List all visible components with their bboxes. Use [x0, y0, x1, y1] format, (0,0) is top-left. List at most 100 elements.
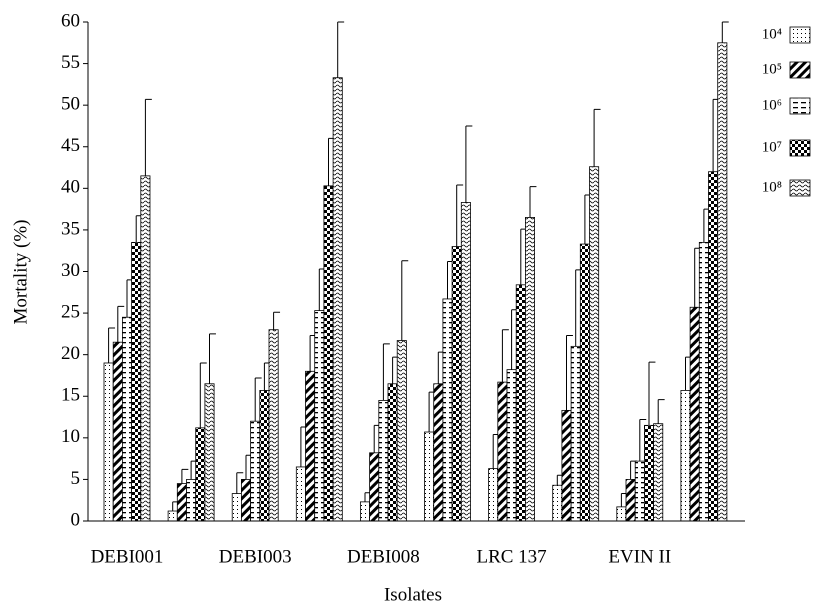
error-bar	[456, 184, 464, 247]
bar	[131, 241, 142, 522]
bar	[103, 362, 114, 522]
y-tick-label: 25	[61, 301, 80, 322]
error-bar	[337, 21, 345, 78]
x-tick-label: DEBI008	[347, 546, 420, 567]
y-tick-label: 55	[61, 52, 80, 73]
bar	[176, 483, 187, 522]
bar	[698, 241, 709, 522]
legend-label: 10⁷	[762, 139, 782, 155]
bar	[717, 42, 728, 522]
legend-swatch	[789, 61, 811, 79]
error-bar	[401, 260, 409, 341]
bar	[634, 460, 645, 522]
bar	[140, 175, 151, 522]
y-tick-label: 40	[61, 177, 80, 198]
bar	[625, 479, 636, 522]
error-bar	[254, 377, 262, 422]
bar	[680, 390, 691, 522]
y-tick-label: 5	[71, 468, 81, 489]
bar	[387, 383, 398, 522]
bar	[515, 284, 526, 522]
bar	[204, 383, 215, 522]
x-tick-label: EVIN II	[608, 546, 671, 567]
error-bar	[181, 468, 189, 484]
y-tick-label: 30	[61, 260, 80, 281]
legend-label: 10⁴	[762, 26, 782, 42]
error-bar	[566, 335, 573, 411]
bar	[451, 246, 462, 522]
bar	[378, 400, 389, 522]
x-tick-label: DEBI003	[219, 546, 292, 567]
bar	[314, 310, 325, 522]
bar	[644, 424, 655, 522]
bar	[112, 341, 123, 522]
bar	[579, 243, 590, 522]
y-tick-label: 45	[61, 135, 80, 156]
bar	[295, 466, 306, 522]
y-axis-title: Mortality (%)	[10, 219, 31, 324]
error-bar	[593, 108, 601, 167]
x-tick-label: LRC 137	[476, 546, 546, 567]
error-bar	[108, 327, 116, 363]
bar	[561, 409, 572, 522]
bar	[424, 431, 435, 522]
error-bar	[529, 186, 537, 218]
legend-swatch	[789, 139, 811, 157]
legend-swatch	[789, 26, 811, 44]
legend-swatch	[789, 179, 811, 197]
error-bar	[382, 343, 390, 401]
legend-swatch	[789, 97, 811, 115]
bar	[442, 298, 453, 522]
y-tick-label: 15	[61, 385, 80, 406]
error-bar	[199, 362, 207, 428]
bar	[231, 493, 242, 522]
bar	[653, 423, 664, 522]
y-tick-label: 0	[71, 509, 81, 530]
bar	[122, 316, 133, 522]
bar	[240, 479, 251, 522]
error-bar	[501, 329, 509, 383]
y-tick-label: 60	[61, 10, 80, 31]
bar	[433, 383, 444, 522]
bar	[570, 345, 581, 522]
bar	[396, 340, 407, 522]
bar	[689, 306, 700, 522]
bar	[616, 506, 627, 522]
bar	[268, 329, 279, 522]
bar	[359, 501, 370, 522]
x-tick-label: DEBI001	[91, 546, 164, 567]
legend-label: 10⁸	[762, 179, 782, 195]
error-bar	[209, 333, 216, 384]
error-bar	[144, 98, 152, 176]
bar	[186, 479, 197, 522]
bar	[305, 370, 316, 522]
legend-label: 10⁵	[762, 61, 782, 77]
error-bar	[117, 305, 125, 343]
bar	[525, 217, 536, 522]
y-tick-label: 20	[61, 343, 80, 364]
bar	[488, 468, 499, 522]
bar	[195, 427, 206, 522]
legend-label: 10⁶	[762, 97, 782, 113]
bar	[323, 185, 334, 522]
bar	[552, 484, 563, 522]
error-bar	[657, 399, 665, 424]
bar	[332, 77, 343, 522]
bar	[167, 510, 178, 522]
bar	[460, 202, 471, 522]
bar	[497, 381, 508, 522]
error-bar	[273, 311, 281, 330]
bar	[506, 369, 517, 522]
error-bar	[236, 472, 244, 494]
bar	[708, 171, 719, 522]
bar	[259, 390, 270, 522]
bar	[589, 166, 600, 522]
bar	[250, 420, 261, 522]
error-bar	[639, 419, 647, 462]
y-tick-label: 35	[61, 218, 80, 239]
y-tick-label: 10	[61, 426, 80, 447]
bar	[369, 452, 380, 522]
error-bar	[465, 125, 473, 203]
error-bar	[648, 361, 656, 426]
